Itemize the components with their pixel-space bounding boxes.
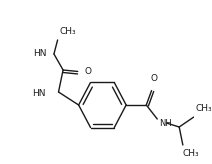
Text: O: O [150,74,157,83]
Text: HN: HN [32,90,46,99]
Text: CH₃: CH₃ [183,149,199,158]
Text: HN: HN [33,50,47,59]
Text: NH: NH [159,119,172,127]
Text: CH₃: CH₃ [196,104,212,113]
Text: O: O [84,68,91,76]
Text: CH₃: CH₃ [59,27,76,36]
